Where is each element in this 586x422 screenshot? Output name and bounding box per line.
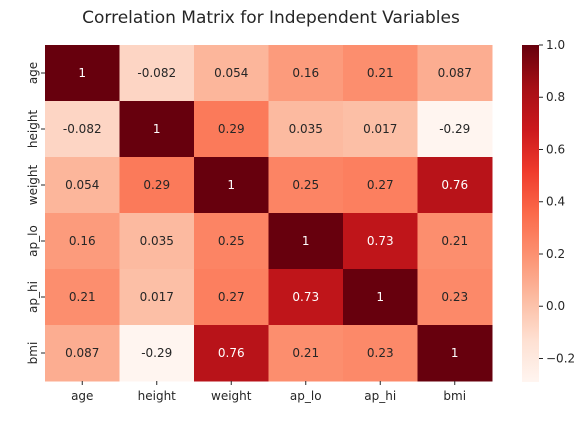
heatmap-cell-bmi-ap_hi	[343, 325, 418, 382]
cell-value-label: 0.21	[292, 346, 319, 360]
colorbar-tick-label: 0.2	[546, 247, 565, 261]
cell-value-label: 0.27	[218, 290, 245, 304]
cell-value-label: 0.23	[367, 346, 394, 360]
cell-value-label: 0.23	[441, 290, 468, 304]
cell-value-label: -0.082	[63, 122, 102, 136]
colorbar	[522, 45, 539, 382]
cell-value-label: 0.29	[143, 178, 170, 192]
heatmap-cell-height-weight	[194, 101, 269, 158]
cell-value-label: 0.29	[218, 122, 245, 136]
heatmap-cell-ap_lo-ap_hi	[343, 213, 418, 270]
heatmap-cell-weight-weight	[194, 157, 269, 214]
heatmap-cell-age-ap_lo	[268, 45, 344, 102]
heatmap-cell-weight-ap_lo	[268, 157, 344, 214]
chart-title: Correlation Matrix for Independent Varia…	[82, 8, 460, 28]
cell-value-label: 0.76	[218, 346, 245, 360]
colorbar-tick-label: 0.0	[546, 299, 565, 313]
colorbar-tick-label: 0.4	[546, 195, 565, 209]
heatmap-cell-weight-height	[119, 157, 195, 214]
heatmap-cell-ap_lo-weight	[194, 213, 269, 270]
y-tick-label: height	[26, 110, 40, 149]
heatmap-cell-ap_hi-ap_hi	[343, 269, 418, 326]
x-tick-label: ap_lo	[290, 389, 322, 403]
cell-value-label: 1	[451, 346, 459, 360]
y-tick-label: bmi	[26, 342, 40, 365]
heatmap-cell-height-ap_hi	[343, 101, 418, 158]
cell-value-label: 0.27	[367, 178, 394, 192]
heatmap-cell-age-ap_hi	[343, 45, 418, 102]
cell-value-label: 0.21	[69, 290, 96, 304]
cell-value-label: 1	[376, 290, 384, 304]
heatmap-cell-ap_hi-weight	[194, 269, 269, 326]
heatmap-cell-age-age	[45, 45, 120, 102]
heatmap-cell-ap_hi-ap_lo	[268, 269, 344, 326]
heatmap-cell-ap_hi-height	[119, 269, 195, 326]
heatmap-cell-age-weight	[194, 45, 269, 102]
heatmap-cell-weight-age	[45, 157, 120, 214]
x-tick-label: age	[71, 389, 93, 403]
cell-value-label: 0.054	[214, 66, 248, 80]
colorbar-tick-label: −0.2	[546, 351, 575, 365]
x-axis-ticks: age height weight ap_lo ap_hi bmi	[71, 381, 466, 403]
cell-value-label: 0.087	[65, 346, 99, 360]
heatmap-cell-weight-ap_hi	[343, 157, 418, 214]
heatmap-cell-bmi-height	[119, 325, 195, 382]
x-tick-label: weight	[211, 389, 252, 403]
heatmap-cell-ap_lo-height	[119, 213, 195, 270]
cell-value-label: 1	[302, 234, 310, 248]
y-tick-label: age	[26, 62, 40, 84]
colorbar-tick-label: 0.6	[546, 142, 565, 156]
cell-value-label: -0.082	[137, 66, 176, 80]
y-tick-label: weight	[26, 164, 40, 205]
heatmap-cell-weight-bmi	[417, 157, 493, 214]
cell-value-label: 0.087	[438, 66, 472, 80]
y-tick-label: ap_lo	[26, 225, 40, 257]
heatmap-cell-ap_hi-bmi	[417, 269, 493, 326]
heatmap-cell-ap_lo-ap_lo	[268, 213, 344, 270]
cell-value-label: 0.73	[367, 234, 394, 248]
cell-value-label: 1	[227, 178, 235, 192]
cell-value-label: 0.16	[69, 234, 96, 248]
cell-value-label: 0.21	[367, 66, 394, 80]
y-tick-label: ap_hi	[26, 281, 40, 313]
heatmap-cell-height-ap_lo	[268, 101, 344, 158]
x-tick-label: bmi	[443, 389, 466, 403]
cell-value-label: 0.21	[441, 234, 468, 248]
cell-value-label: 0.017	[140, 290, 174, 304]
x-tick-label: height	[138, 389, 177, 403]
cell-value-label: 0.16	[292, 66, 319, 80]
heatmap-cell-bmi-age	[45, 325, 120, 382]
colorbar-ticks: −0.2 0.0 0.2 0.4 0.6 0.8 1.0	[539, 38, 575, 365]
heatmap-cell-bmi-weight	[194, 325, 269, 382]
cell-value-label: 1	[78, 66, 86, 80]
heatmap-cells: 1 -0.082 0.054 0.16 0.21 0.087 -0.082 1 0.29 0.03…	[45, 45, 493, 382]
cell-value-label: 0.035	[140, 234, 174, 248]
heatmap-cell-age-bmi	[417, 45, 493, 102]
heatmap-cell-height-height	[119, 101, 195, 158]
cell-value-label: -0.29	[141, 346, 172, 360]
colorbar-tick-label: 1.0	[546, 38, 565, 52]
cell-value-label: 0.054	[65, 178, 99, 192]
cell-value-label: 0.73	[292, 290, 319, 304]
heatmap-cell-height-age	[45, 101, 120, 158]
x-tick-label: ap_hi	[364, 389, 396, 403]
cell-value-label: -0.29	[439, 122, 470, 136]
heatmap-cell-ap_hi-age	[45, 269, 120, 326]
colorbar-tick-label: 0.8	[546, 90, 565, 104]
cell-value-label: 0.017	[363, 122, 397, 136]
heatmap-cell-age-height	[119, 45, 195, 102]
cell-value-label: 0.25	[292, 178, 319, 192]
heatmap-cell-bmi-bmi	[417, 325, 493, 382]
heatmap-cell-ap_lo-age	[45, 213, 120, 270]
cell-value-label: 0.76	[441, 178, 468, 192]
cell-value-label: 0.25	[218, 234, 245, 248]
cell-value-label: 0.035	[289, 122, 323, 136]
heatmap-cell-ap_lo-bmi	[417, 213, 493, 270]
heatmap-cell-height-bmi	[417, 101, 493, 158]
cell-value-label: 1	[153, 122, 161, 136]
heatmap-cell-bmi-ap_lo	[268, 325, 344, 382]
